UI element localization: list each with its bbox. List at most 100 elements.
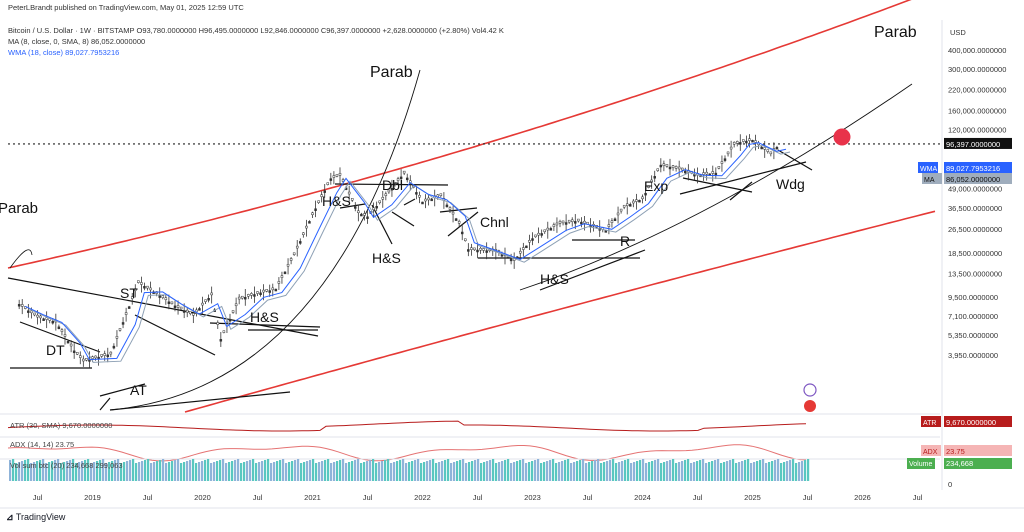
upper-channel-line: [7, 0, 912, 269]
volume-bar: [561, 461, 564, 481]
volume-bar: [735, 463, 738, 481]
trendline: [371, 204, 393, 245]
price-candle-body: [460, 231, 464, 235]
target-dot: [833, 128, 851, 146]
price-candle-body: [283, 271, 287, 275]
volume-bar: [468, 462, 471, 481]
volume-bar: [72, 459, 75, 481]
volume-bar: [321, 461, 324, 481]
volume-bar: [39, 460, 42, 481]
volume-bar: [432, 459, 435, 481]
volume-bar: [618, 462, 621, 481]
volume-bar: [171, 461, 174, 481]
volume-bar: [720, 463, 723, 481]
x-tick-label: Jul: [693, 493, 703, 502]
volume-bar: [363, 462, 366, 481]
volume-bar: [459, 460, 462, 481]
volume-bar: [249, 460, 252, 481]
pattern-annotation: Parab: [370, 64, 413, 81]
y-tick-label: 120,000.0000000: [948, 125, 1006, 134]
volume-bar: [336, 461, 339, 481]
volume-bar: [471, 461, 474, 481]
volume-bar: [138, 462, 141, 481]
volume-bar: [585, 463, 588, 481]
volume-bar: [309, 460, 312, 481]
volume-bar: [783, 462, 786, 481]
symbol-line: Bitcoin / U.S. Dollar · 1W · BITSTAMP O9…: [8, 26, 504, 35]
trendline: [403, 198, 416, 206]
volume-bar: [255, 463, 258, 481]
trendline: [391, 211, 415, 227]
y-tick-label: 5,350.0000000: [948, 331, 998, 340]
price-candle-body: [167, 301, 171, 304]
volume-bar: [738, 462, 741, 481]
price-candle-body: [323, 190, 326, 193]
price-candle-body: [39, 315, 42, 319]
pattern-annotation: Chnl: [480, 214, 509, 230]
y-tick-label: 3,950.0000000: [948, 351, 998, 360]
price-candle-body: [280, 275, 284, 278]
volume-bar: [663, 462, 666, 481]
y-tick-label: 0: [948, 480, 952, 489]
volume-bar: [426, 461, 429, 481]
price-candle-body: [170, 301, 174, 305]
volume-bar: [213, 462, 216, 481]
price-candle-body: [189, 311, 192, 314]
price-candle-body: [439, 193, 443, 196]
volume-bar: [126, 461, 129, 481]
volume-bar: [246, 461, 249, 481]
volume-bar: [405, 463, 408, 481]
y-tick-label: 7,100.0000000: [948, 312, 998, 321]
atr-line: [7, 420, 807, 432]
volume-bar: [540, 463, 543, 481]
volume-bar: [609, 460, 612, 481]
volume-bar: [162, 459, 165, 481]
price-candle-body: [140, 282, 143, 285]
volume-bar: [330, 463, 333, 481]
volume-bar: [714, 460, 717, 481]
volume-bar: [552, 459, 555, 481]
price-candle-body: [760, 146, 763, 150]
ma-badge-value-text: 86,052.0000000: [946, 175, 1000, 184]
price-candle-body: [91, 356, 94, 359]
price-candle-body: [109, 351, 113, 355]
volume-bar: [600, 463, 603, 481]
price-candle-body: [274, 288, 278, 292]
volume-bar: [456, 461, 459, 481]
volume-bar: [582, 459, 585, 481]
volume-bar: [402, 459, 405, 481]
volume-bar: [678, 462, 681, 481]
price-candle-body: [350, 198, 354, 201]
volume-bar: [429, 460, 432, 481]
volume-bar: [21, 461, 24, 481]
price-candle-body: [237, 296, 241, 300]
volume-bar: [306, 461, 309, 481]
volume-bar: [744, 460, 747, 481]
volume-bar: [639, 460, 642, 481]
volume-bar: [534, 460, 537, 481]
volume-bar: [63, 462, 66, 481]
volume-bar: [153, 462, 156, 481]
price-candle-body: [20, 304, 24, 307]
volume-bar: [66, 461, 69, 481]
price-candle-body: [72, 350, 76, 354]
volume-value-text: 234,668: [946, 459, 973, 468]
volume-bar: [633, 462, 636, 481]
price-candle-body: [378, 200, 381, 203]
price-candle-body: [552, 224, 556, 227]
atr-badge-value-bg: [944, 416, 1012, 427]
pattern-annotation: ST: [120, 285, 138, 301]
price-candle-body: [543, 229, 546, 233]
price-candle-body: [448, 207, 452, 210]
price-candle-body: [360, 213, 363, 217]
price-candle-body: [561, 220, 565, 224]
price-candle-body: [405, 177, 409, 181]
price-candle-body: [63, 334, 67, 337]
volume-bar: [762, 459, 765, 481]
volume-bar: [750, 463, 753, 481]
volume-bar: [264, 460, 267, 481]
volume-bar: [660, 463, 663, 481]
volume-bar: [774, 460, 777, 481]
price-candle-body: [366, 216, 369, 219]
